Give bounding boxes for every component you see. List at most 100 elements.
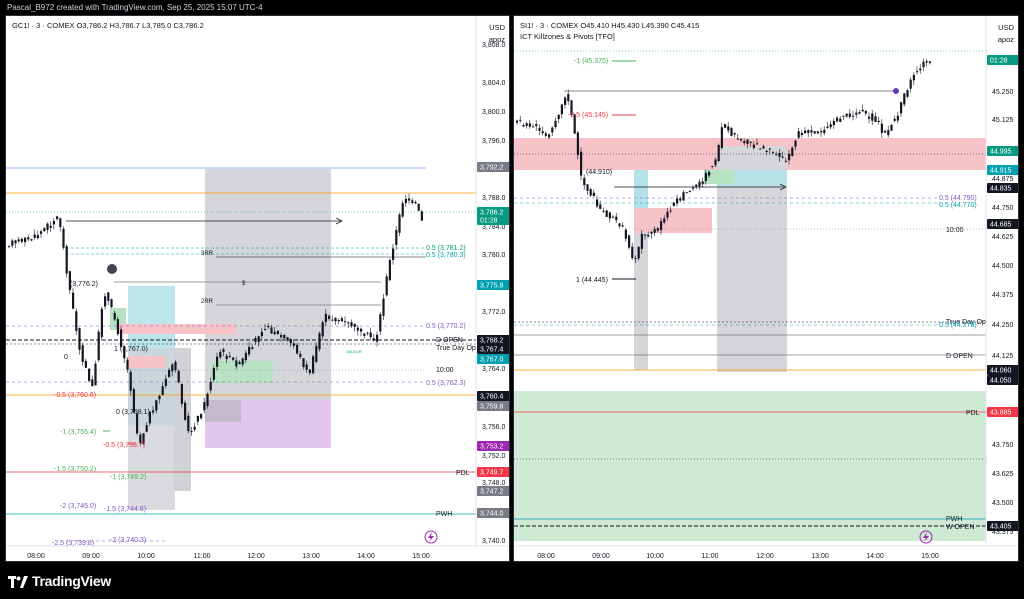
price-tag-bg [477, 162, 509, 172]
label-m1-45375: -1 (45.375) [574, 58, 608, 65]
price-tick-label: 44.750 [992, 205, 1014, 212]
gold-chart-canvas[interactable]: 3,808.0 3,804.0 3,800.0 3,796.0 3,788.0 3,784… [6, 16, 510, 562]
candle-body [8, 245, 11, 247]
candle-body [762, 146, 765, 149]
symbol-ohlc-header[interactable]: SI1! · 3 · COMEX O45.410 H45.430 L45.390… [520, 21, 700, 30]
time-tick-label: 15:00 [921, 553, 939, 560]
silver-chart-canvas[interactable]: 45.250 45.125 44.875 44.750 44.625 44.500 44.3… [514, 16, 1019, 562]
time-tick-label: 14:00 [866, 553, 884, 560]
time-tick-label: 08:00 [27, 553, 45, 560]
time-tick-label: 14:00 [357, 553, 375, 560]
price-tag-bg [477, 486, 509, 496]
candle-body [94, 363, 97, 386]
tradingview-logo[interactable]: TradingView [8, 573, 111, 589]
candle-body [717, 144, 720, 162]
lightning-icon[interactable] [424, 530, 438, 544]
price-tag-bg [987, 521, 1018, 531]
candle-body [522, 124, 525, 127]
candle-body [602, 210, 605, 212]
label-pdl: PDL [456, 470, 470, 477]
candle-body [650, 231, 653, 234]
label-d-open: D OPEN [436, 337, 463, 344]
candle-body [116, 319, 119, 335]
price-tag: 3,760.4 [477, 391, 509, 401]
candle-body [912, 74, 915, 81]
candle-body [353, 323, 356, 327]
candle-body [896, 115, 899, 121]
candle-body [225, 355, 228, 360]
candle-body [605, 210, 608, 217]
candle-body [916, 71, 919, 73]
candle-body [254, 337, 257, 342]
indicator-legend[interactable]: ICT Killzones & Pivots [TFO] [520, 32, 615, 41]
candle-body [148, 411, 151, 424]
symbol-ohlc-header[interactable]: GC1! · 3 · COMEX O3,786.2 H3,786.7 L3,78… [12, 21, 204, 30]
candle-body [922, 61, 925, 68]
candle-body [190, 431, 193, 433]
candle-body [874, 116, 877, 123]
candle-body [344, 321, 347, 323]
candle-body [350, 322, 353, 327]
candle-body [893, 118, 896, 121]
candle-body [848, 113, 851, 117]
candle-body [68, 271, 71, 291]
price-tag: 3,768.2 [477, 335, 509, 345]
candle-body [621, 225, 624, 227]
candle-body [788, 153, 791, 161]
candle-body [142, 433, 145, 444]
candle-body [203, 402, 206, 411]
label-true-day-open: True Day Op [436, 345, 476, 352]
label-1000: 10:00 [436, 367, 454, 374]
price-tags: 01:28 44.995 44.915 44.835 44.685 44.060 44.05… [987, 55, 1018, 531]
candle-body [663, 218, 666, 223]
currency-unit[interactable]: USD apoz [489, 22, 505, 46]
candle-body [340, 318, 343, 322]
candle-body [244, 352, 247, 361]
footer-bar [0, 562, 1024, 599]
time-tick-label: 12:00 [247, 553, 265, 560]
currency-unit[interactable]: USD apoz [998, 22, 1014, 46]
candle-body [200, 414, 203, 419]
price-tag: 3,767.4 [477, 344, 509, 354]
candle-body [62, 228, 65, 248]
price-axis[interactable] [986, 16, 1019, 562]
candle-body [88, 368, 91, 381]
candle-body [704, 172, 707, 181]
candle-body [564, 97, 567, 105]
candle-body [679, 198, 682, 201]
candle-body [826, 126, 829, 128]
lightning-icon[interactable] [919, 530, 933, 544]
candle-body [196, 415, 199, 422]
label-1000: 10:00 [946, 227, 964, 234]
candle-body [120, 329, 123, 347]
price-tag: 3,749.7 [477, 467, 509, 477]
candle-body [576, 132, 579, 155]
gold-chart-panel[interactable]: 3,808.0 3,804.0 3,800.0 3,796.0 3,788.0 3,784… [5, 15, 510, 562]
candle-body [541, 131, 544, 134]
candle-body [161, 386, 164, 395]
candle-body [43, 228, 46, 232]
candle-body [347, 322, 350, 324]
candle-body [778, 152, 781, 157]
candle-body [209, 382, 212, 391]
candle-body [286, 337, 289, 341]
candle-body [554, 120, 557, 128]
candle-body [890, 124, 893, 131]
label-dollar: $ [242, 281, 246, 287]
candle-body [420, 211, 423, 221]
label-3758: 0 (3,758.1) [116, 409, 150, 416]
label-3776: (3,776.2) [70, 281, 98, 288]
candle-body [615, 216, 618, 221]
candle-body [363, 333, 366, 336]
price-tick-label: 3,808.0 [482, 42, 505, 49]
silver-chart-panel[interactable]: 45.250 45.125 44.875 44.750 44.625 44.500 44.3… [513, 15, 1019, 562]
label-w-open: W OPEN [946, 524, 974, 531]
candle-body [730, 127, 733, 136]
price-tag: 01:28 [477, 215, 509, 225]
candle-body [836, 117, 839, 122]
price-tick-label: 44.625 [992, 234, 1014, 241]
label-m1-3755: -1 (3,755.4) [60, 429, 96, 436]
candle-body [852, 115, 855, 117]
candle-body [273, 331, 276, 335]
price-tick-label: 43.375 [992, 529, 1014, 536]
